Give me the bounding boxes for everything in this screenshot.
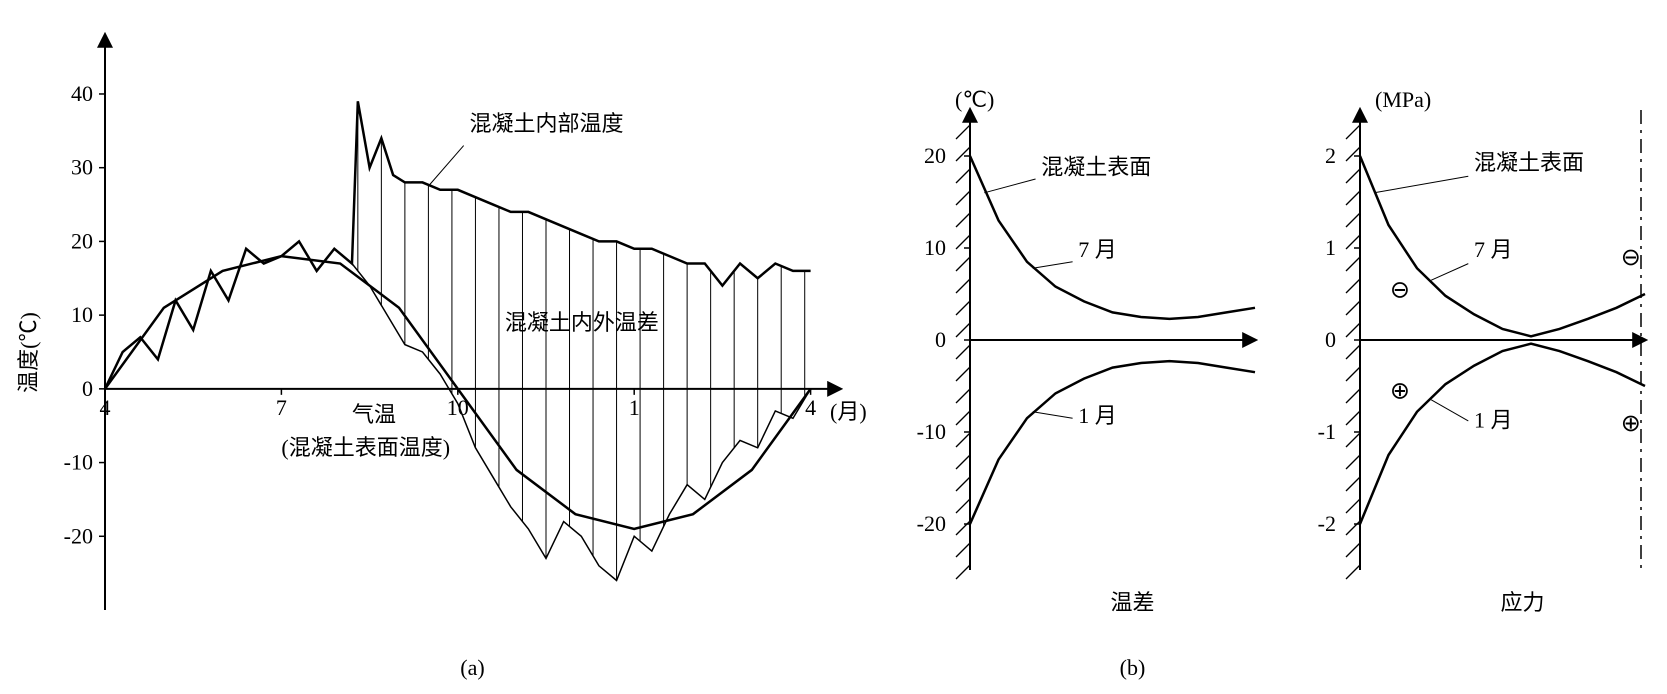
svg-text:气温: 气温 [352, 402, 396, 427]
svg-text:0: 0 [82, 376, 93, 401]
svg-text:混凝土表面: 混凝土表面 [1474, 150, 1584, 175]
svg-text:10: 10 [924, 235, 946, 260]
svg-text:0: 0 [935, 327, 946, 352]
panel-a: -20-10010203040471014温度(℃)(月)混凝土内部温度混凝土内… [10, 10, 885, 674]
svg-text:-10: -10 [917, 419, 946, 444]
svg-text:混凝土内部温度: 混凝土内部温度 [470, 111, 624, 136]
chart-c-svg: -2 -1 0 1 2 (MPa) 混凝土表面 7 月 1 月应力 ⊖ ⊕ ⊖ ⊕ [1275, 10, 1665, 694]
svg-text:⊕: ⊕ [1390, 379, 1410, 405]
svg-text:(a): (a) [460, 655, 484, 680]
panel-c: -2 -1 0 1 2 (MPa) 混凝土表面 7 月 1 月应力 ⊖ ⊕ ⊖ ⊕ [1275, 10, 1665, 674]
svg-text:混凝土表面: 混凝土表面 [1041, 154, 1151, 179]
svg-text:7 月: 7 月 [1474, 237, 1513, 262]
svg-text:7: 7 [276, 395, 287, 420]
svg-text:⊕: ⊕ [1621, 411, 1641, 437]
svg-text:1 月: 1 月 [1474, 407, 1513, 432]
svg-text:(混凝土表面温度): (混凝土表面温度) [281, 435, 450, 460]
svg-text:30: 30 [71, 155, 93, 180]
svg-text:2: 2 [1325, 143, 1336, 168]
svg-text:10: 10 [71, 302, 93, 327]
svg-text:(℃): (℃) [955, 87, 994, 112]
svg-text:20: 20 [71, 228, 93, 253]
svg-text:-20: -20 [917, 511, 946, 536]
svg-text:⊖: ⊖ [1621, 245, 1641, 271]
svg-text:40: 40 [71, 81, 93, 106]
svg-text:1 月: 1 月 [1078, 403, 1117, 428]
svg-text:4: 4 [805, 395, 816, 420]
svg-text:应力: 应力 [1500, 590, 1544, 615]
svg-text:⊖: ⊖ [1390, 277, 1410, 303]
svg-text:-1: -1 [1318, 419, 1336, 444]
svg-text:-2: -2 [1318, 511, 1336, 536]
svg-text:-10: -10 [64, 450, 93, 475]
chart-b-svg: -20 -10 0 10 20 (℃) 混凝土表面 7 月 1 月温差 (b) [885, 10, 1275, 694]
svg-text:1: 1 [629, 395, 640, 420]
chart-a-svg: -20-10010203040471014温度(℃)(月)混凝土内部温度混凝土内… [10, 10, 885, 694]
svg-text:混凝土内外温差: 混凝土内外温差 [505, 310, 659, 335]
svg-text:0: 0 [1325, 327, 1336, 352]
svg-text:(月): (月) [830, 399, 867, 424]
panel-b: -20-1001020(℃)混凝土表面7 月1 月温差(b) [885, 10, 1275, 674]
svg-text:(b): (b) [1120, 655, 1146, 680]
svg-text:温度(℃): 温度(℃) [16, 312, 41, 393]
svg-text:7 月: 7 月 [1078, 237, 1117, 262]
svg-text:4: 4 [100, 395, 111, 420]
svg-text:(MPa): (MPa) [1375, 87, 1431, 112]
svg-text:温差: 温差 [1110, 590, 1154, 615]
svg-text:20: 20 [924, 143, 946, 168]
svg-text:-20: -20 [64, 523, 93, 548]
svg-text:1: 1 [1325, 235, 1336, 260]
